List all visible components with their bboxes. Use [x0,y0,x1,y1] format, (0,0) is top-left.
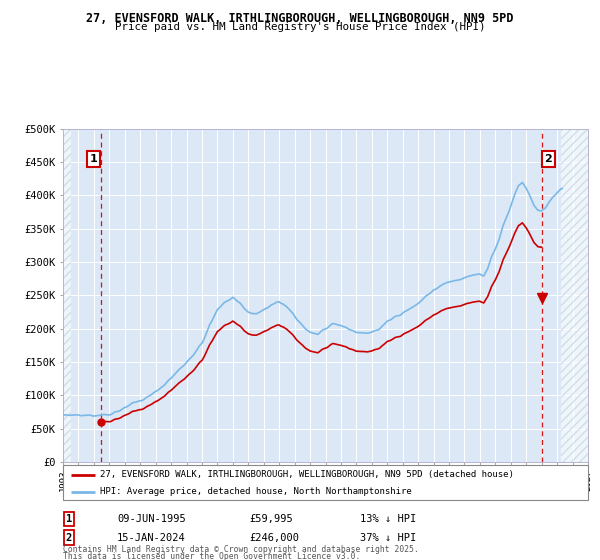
Text: 27, EVENSFORD WALK, IRTHLINGBOROUGH, WELLINGBOROUGH, NN9 5PD: 27, EVENSFORD WALK, IRTHLINGBOROUGH, WEL… [86,12,514,25]
Text: £246,000: £246,000 [249,533,299,543]
Text: HPI: Average price, detached house, North Northamptonshire: HPI: Average price, detached house, Nort… [100,487,412,496]
Text: 13% ↓ HPI: 13% ↓ HPI [360,514,416,524]
Text: £59,995: £59,995 [249,514,293,524]
Text: Contains HM Land Registry data © Crown copyright and database right 2025.: Contains HM Land Registry data © Crown c… [63,545,419,554]
Text: 37% ↓ HPI: 37% ↓ HPI [360,533,416,543]
Text: 2: 2 [66,533,72,543]
Text: 2: 2 [545,154,553,164]
Bar [63,129,71,462]
Text: Price paid vs. HM Land Registry's House Price Index (HPI): Price paid vs. HM Land Registry's House … [115,22,485,32]
Bar [561,129,588,462]
Text: 1: 1 [90,154,98,164]
Text: 27, EVENSFORD WALK, IRTHLINGBOROUGH, WELLINGBOROUGH, NN9 5PD (detached house): 27, EVENSFORD WALK, IRTHLINGBOROUGH, WEL… [100,470,514,479]
Text: 15-JAN-2024: 15-JAN-2024 [117,533,186,543]
Text: 09-JUN-1995: 09-JUN-1995 [117,514,186,524]
Text: 1: 1 [66,514,72,524]
Text: This data is licensed under the Open Government Licence v3.0.: This data is licensed under the Open Gov… [63,552,361,560]
